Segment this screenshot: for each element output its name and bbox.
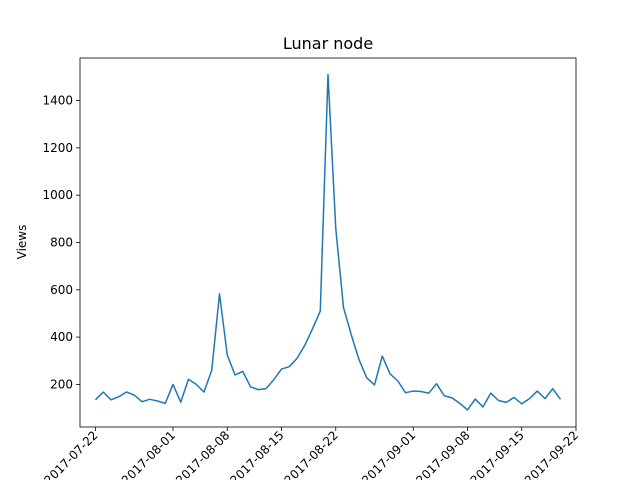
x-tick-label: 2017-09-01 (359, 428, 418, 480)
x-tick-label: 2017-09-15 (468, 428, 527, 480)
y-axis-ticks: 200 400 600 800 1000 1200 1400 (42, 94, 80, 391)
y-tick-label: 800 (50, 236, 73, 250)
x-axis-ticks: 2017-07-22 2017-08-012017-08-082017-08-15… (41, 427, 581, 480)
y-tick-label: 600 (50, 283, 73, 297)
x-tick-label: 2017-08-22 (282, 428, 341, 480)
x-tick-label: 2017-09-22 (522, 428, 581, 480)
x-tick-label: 2017-08-15 (227, 428, 286, 480)
x-tick-label: 2017-09-08 (413, 428, 472, 480)
x-tick-label: 2017-08-01 (119, 428, 178, 480)
chart-title: Lunar node (283, 34, 373, 53)
plot-background (80, 58, 576, 427)
x-tick-label: 2017-07-22 (41, 428, 100, 480)
y-tick-label: 1200 (42, 141, 73, 155)
plot-frame (79, 57, 577, 428)
y-tick-label: 200 (50, 377, 73, 391)
series-line-views (94, 73, 562, 411)
y-axis-label: Views (15, 225, 29, 260)
y-tick-label: 1400 (42, 94, 73, 108)
y-tick-label: 400 (50, 330, 73, 344)
x-tick-label: 2017-08-08 (173, 428, 232, 480)
y-tick-label: 1000 (42, 188, 73, 202)
